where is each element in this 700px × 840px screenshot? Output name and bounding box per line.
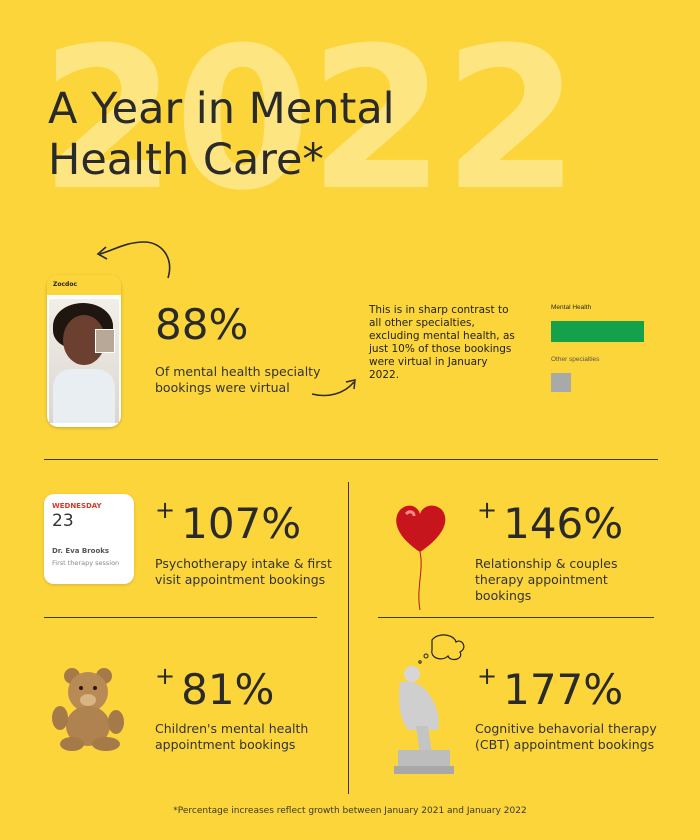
chart-label: Other specialties xyxy=(551,356,600,363)
heart-balloon-icon xyxy=(396,505,446,611)
teddy-bear-icon xyxy=(52,668,124,751)
main-stat-value: 88% xyxy=(155,300,249,349)
thinker-statue-icon xyxy=(394,634,465,774)
app-header: Zocdoc xyxy=(47,275,121,295)
stat-value: +177% xyxy=(477,662,624,714)
divider xyxy=(348,482,349,794)
stat-description: Children's mental health appointment boo… xyxy=(155,721,309,752)
calendar-icon: WEDNESDAY 23 Dr. Eva Brooks First therap… xyxy=(44,494,134,584)
stat-description: Psychotherapy intake & first visit appoi… xyxy=(155,556,332,587)
chart-label: Mental Health xyxy=(551,304,591,311)
main-stat-description: Of mental health specialty bookings were… xyxy=(155,364,321,395)
calendar-doctor: Dr. Eva Brooks xyxy=(52,547,110,555)
footnote: *Percentage increases reflect growth bet… xyxy=(173,806,527,816)
video-pip-thumbnail xyxy=(95,329,115,353)
background-year: 2022 xyxy=(40,6,580,234)
phone-mockup: Zocdoc xyxy=(47,275,121,427)
contrast-text: This is in sharp contrast to all other s… xyxy=(369,304,515,381)
stat-value: +81% xyxy=(155,662,275,714)
curly-arrow-icon xyxy=(96,241,171,279)
chart-bar xyxy=(551,321,644,342)
stat-value: +107% xyxy=(155,496,302,548)
divider xyxy=(44,459,658,460)
divider xyxy=(44,617,317,618)
calendar-weekday: WEDNESDAY xyxy=(52,502,102,510)
doctor-photo xyxy=(49,299,119,423)
calendar-day: 23 xyxy=(52,511,74,531)
comparison-chart: Mental Health Other specialties xyxy=(551,304,644,392)
arrow-icon xyxy=(311,379,356,397)
divider xyxy=(378,617,654,618)
calendar-session: First therapy session xyxy=(52,559,120,567)
chart-bar xyxy=(551,373,571,392)
stat-value: +146% xyxy=(477,496,624,548)
page-title: A Year in Mental Health Care* xyxy=(48,84,395,185)
stat-description: Relationship & couples therapy appointme… xyxy=(475,556,618,603)
stat-description: Cognitive behavorial therapy (CBT) appoi… xyxy=(475,721,657,752)
